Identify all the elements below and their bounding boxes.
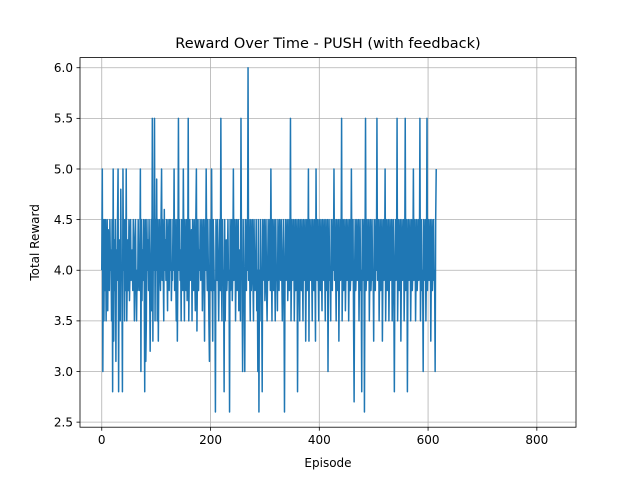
x-tick-label: 0 — [98, 433, 106, 447]
x-tick-label: 200 — [199, 433, 222, 447]
chart-title: Reward Over Time - PUSH (with feedback) — [175, 36, 480, 52]
y-tick-label: 5.0 — [54, 162, 73, 176]
plot-frame — [79, 57, 577, 428]
x-axis-label: Episode — [304, 456, 351, 470]
y-tick-label: 3.0 — [54, 365, 73, 379]
y-tick-label: 4.0 — [54, 264, 73, 278]
x-tick-label: 800 — [525, 433, 548, 447]
x-tick-label: 400 — [308, 433, 331, 447]
y-axis-label: Total Reward — [28, 204, 42, 282]
x-tick-label: 600 — [417, 433, 440, 447]
y-tick-label: 2.5 — [54, 415, 73, 429]
y-tick-label: 4.5 — [54, 213, 73, 227]
x-axis-ticks: 0 200 400 600 800 — [98, 427, 548, 447]
y-tick-label: 3.5 — [54, 314, 73, 328]
series-line — [101, 66, 437, 413]
y-tick-label: 6.0 — [54, 61, 73, 75]
y-axis-ticks: 2.5 3.0 3.5 4.0 4.5 5.0 5.5 6.0 — [54, 61, 80, 429]
y-tick-label: 5.5 — [54, 112, 73, 126]
